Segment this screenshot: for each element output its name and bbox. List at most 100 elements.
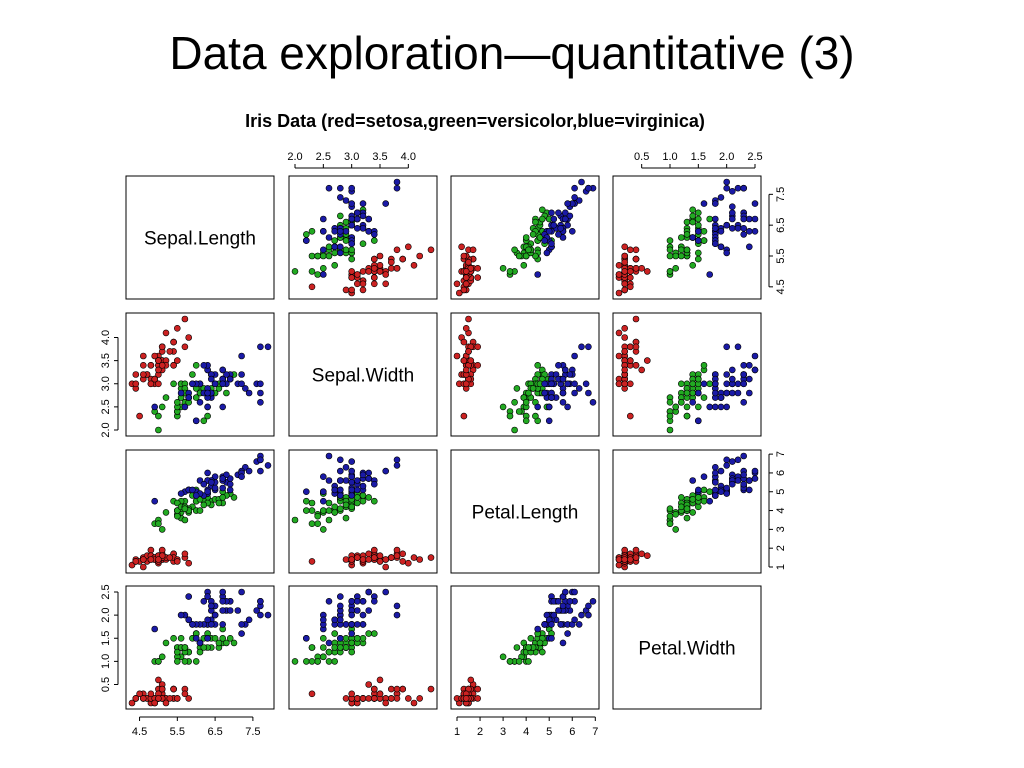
data-point-versicolor xyxy=(223,389,230,397)
data-point-virginica xyxy=(728,188,736,195)
data-point-virginica xyxy=(302,634,310,642)
data-point-virginica xyxy=(728,389,736,397)
data-point-versicolor xyxy=(314,520,322,528)
data-point-versicolor xyxy=(677,398,685,406)
data-point-setosa xyxy=(348,690,356,698)
data-point-virginica xyxy=(723,389,731,397)
data-point-setosa xyxy=(376,268,384,275)
data-point-versicolor xyxy=(314,252,322,260)
data-point-versicolor xyxy=(700,394,708,401)
data-point-versicolor xyxy=(677,503,685,511)
data-point-virginica xyxy=(219,380,226,388)
data-point-setosa xyxy=(621,556,629,563)
data-point-setosa xyxy=(462,268,470,275)
data-point-virginica xyxy=(711,215,719,223)
data-point-versicolor xyxy=(525,246,532,254)
data-point-virginica xyxy=(745,389,753,397)
data-point-setosa xyxy=(342,556,350,563)
tick-label-left-petal-width: 2.0 xyxy=(100,607,112,622)
data-point-virginica xyxy=(561,215,569,223)
data-point-virginica xyxy=(555,209,562,217)
data-point-setosa xyxy=(621,324,629,332)
data-point-virginica xyxy=(568,228,576,235)
data-point-versicolor xyxy=(325,507,333,514)
data-point-virginica xyxy=(555,607,562,614)
data-point-virginica xyxy=(342,477,350,484)
data-point-versicolor xyxy=(174,658,181,665)
data-point-virginica xyxy=(331,243,339,251)
data-point-virginica xyxy=(353,215,361,223)
data-point-virginica xyxy=(319,271,327,278)
tick-label-right-sepal-length: 5.5 xyxy=(775,248,787,263)
data-point-virginica xyxy=(723,221,731,229)
data-point-virginica xyxy=(177,490,185,497)
data-point-virginica xyxy=(302,237,310,244)
data-point-versicolor xyxy=(177,634,185,642)
data-point-virginica xyxy=(571,194,578,201)
data-point-versicolor xyxy=(158,653,166,661)
data-point-versicolor xyxy=(515,658,523,665)
data-point-setosa xyxy=(359,695,367,702)
data-point-setosa xyxy=(151,352,158,360)
data-point-virginica xyxy=(578,343,585,351)
data-point-setosa xyxy=(376,552,384,560)
data-point-virginica xyxy=(734,456,742,464)
data-point-virginica xyxy=(711,380,719,388)
data-point-versicolor xyxy=(700,228,708,235)
data-point-virginica xyxy=(585,611,592,619)
data-point-versicolor xyxy=(689,509,697,516)
data-point-setosa xyxy=(643,552,651,560)
data-point-versicolor xyxy=(342,246,350,254)
data-point-virginica xyxy=(238,473,245,481)
data-point-setosa xyxy=(376,690,384,698)
data-point-setosa xyxy=(387,264,395,272)
data-point-virginica xyxy=(548,380,555,388)
data-point-virginica xyxy=(200,597,208,605)
data-point-setosa xyxy=(626,274,634,281)
data-point-setosa xyxy=(348,274,356,281)
data-point-versicolor xyxy=(174,398,181,406)
data-point-virginica xyxy=(751,467,759,475)
data-point-virginica xyxy=(550,215,558,223)
data-point-virginica xyxy=(219,607,226,614)
data-point-versicolor xyxy=(527,634,535,642)
data-point-versicolor xyxy=(666,237,674,244)
data-point-virginica xyxy=(689,398,697,406)
data-point-versicolor xyxy=(308,228,316,235)
data-point-versicolor xyxy=(359,634,367,642)
data-point-versicolor xyxy=(666,520,674,528)
panel-sepal-length-vs-petal-width xyxy=(612,175,762,300)
data-point-setosa xyxy=(174,558,181,565)
data-point-versicolor xyxy=(683,514,691,522)
data-point-setosa xyxy=(615,261,623,269)
data-point-virginica xyxy=(711,478,719,486)
data-point-virginica xyxy=(575,197,583,204)
data-point-virginica xyxy=(325,639,333,647)
data-point-setosa xyxy=(155,676,162,684)
data-point-versicolor xyxy=(689,389,697,397)
data-point-versicolor xyxy=(672,264,680,272)
data-point-setosa xyxy=(162,699,170,707)
data-point-virginica xyxy=(365,607,373,614)
tick-label-left-petal-width: 1.5 xyxy=(100,631,112,646)
data-point-versicolor xyxy=(331,237,339,244)
data-point-setosa xyxy=(632,255,640,263)
data-point-setosa xyxy=(166,554,174,561)
data-point-virginica xyxy=(728,209,736,217)
data-point-setosa xyxy=(185,695,192,702)
data-point-versicolor xyxy=(331,658,339,665)
variable-label-sepal-width: Sepal.Width xyxy=(312,366,414,387)
data-point-virginica xyxy=(219,403,226,411)
data-point-setosa xyxy=(376,252,384,260)
data-point-versicolor xyxy=(515,252,523,260)
data-point-versicolor xyxy=(694,503,702,511)
data-point-virginica xyxy=(234,607,242,614)
data-point-setosa xyxy=(308,690,316,698)
data-point-versicolor xyxy=(342,218,350,226)
tick-label-top-sepal-width: 2.0 xyxy=(287,151,302,163)
data-point-versicolor xyxy=(342,501,350,509)
data-point-virginica xyxy=(550,611,558,619)
data-point-setosa xyxy=(181,315,189,323)
data-point-virginica xyxy=(348,240,356,247)
data-point-setosa xyxy=(348,286,356,294)
